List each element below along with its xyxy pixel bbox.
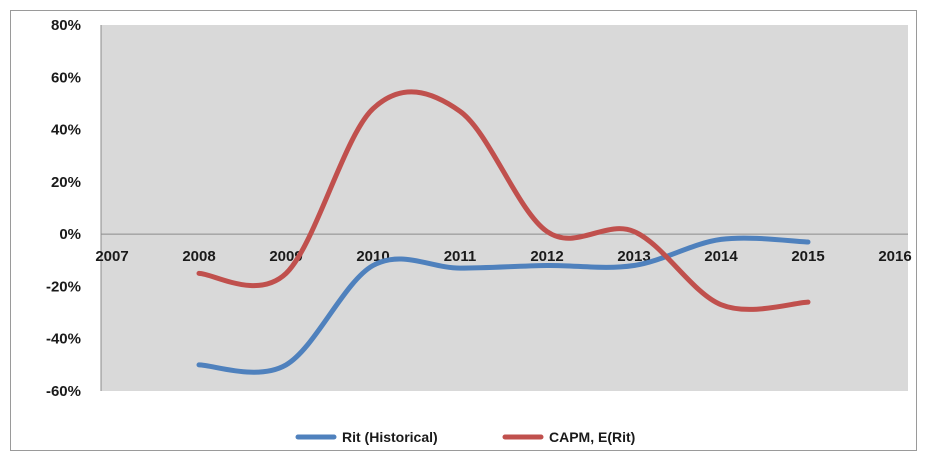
chart-area-border xyxy=(10,10,917,451)
x-tick-label: 2012 xyxy=(530,248,563,265)
x-tick-label: 2011 xyxy=(444,248,477,265)
series-line-rit-historical xyxy=(196,235,811,375)
y-tick-label: 60% xyxy=(51,69,81,86)
y-tick-label: -60% xyxy=(46,383,81,400)
y-tick-label: -40% xyxy=(46,331,81,348)
x-tick-label: 2013 xyxy=(617,248,650,265)
y-tick-label: 20% xyxy=(51,174,81,191)
series-line-capm xyxy=(196,89,811,312)
x-tick-label: 2007 xyxy=(95,248,128,265)
x-tick-label: 2008 xyxy=(182,248,215,265)
x-tick-label: 2014 xyxy=(704,248,738,265)
x-tick-label: 2015 xyxy=(791,248,824,265)
y-tick-label: 0% xyxy=(59,226,81,243)
legend-label: Rit (Historical) xyxy=(342,429,438,445)
legend-label: CAPM, E(Rit) xyxy=(549,429,635,445)
y-tick-label: 80% xyxy=(51,17,81,34)
x-tick-label: 2016 xyxy=(878,248,911,265)
plot-area xyxy=(101,25,908,391)
y-tick-label: 40% xyxy=(51,122,81,139)
y-tick-label: -20% xyxy=(46,278,81,295)
